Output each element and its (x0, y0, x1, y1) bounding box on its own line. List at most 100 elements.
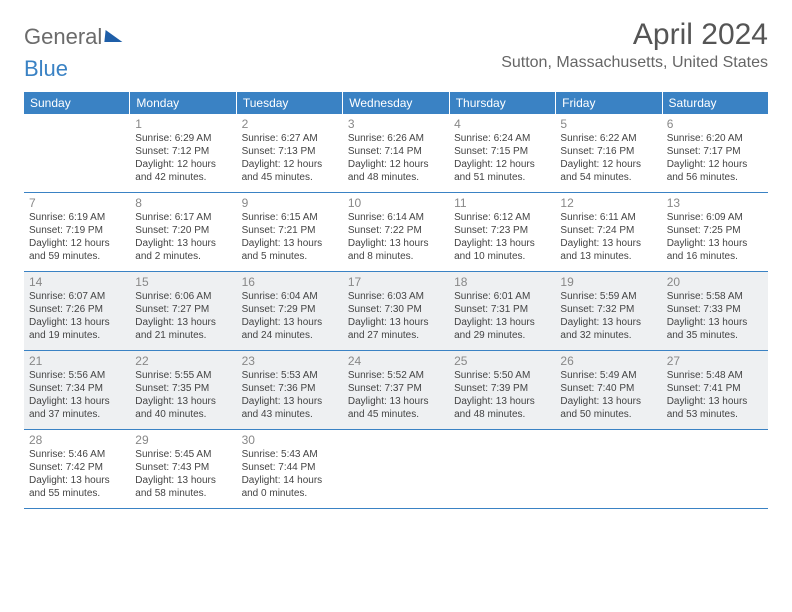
sunrise-text: Sunrise: 6:24 AM (454, 133, 550, 146)
title-block: April 2024 Sutton, Massachusetts, United… (501, 18, 768, 72)
sunset-text: Sunset: 7:19 PM (29, 225, 125, 238)
day-number: 1 (135, 117, 231, 132)
day-cell: 25Sunrise: 5:50 AMSunset: 7:39 PMDayligh… (449, 351, 555, 429)
daylight-text: Daylight: 13 hours and 5 minutes. (242, 238, 338, 264)
day-number: 19 (560, 275, 656, 290)
day-cell: 4Sunrise: 6:24 AMSunset: 7:15 PMDaylight… (449, 114, 555, 192)
sunset-text: Sunset: 7:30 PM (348, 304, 444, 317)
weekday-header-row: Sunday Monday Tuesday Wednesday Thursday… (24, 92, 768, 114)
daylight-text: Daylight: 12 hours and 48 minutes. (348, 159, 444, 185)
sunrise-text: Sunrise: 6:11 AM (560, 212, 656, 225)
sunset-text: Sunset: 7:14 PM (348, 146, 444, 159)
day-number: 13 (667, 196, 763, 211)
week-row: 28Sunrise: 5:46 AMSunset: 7:42 PMDayligh… (24, 430, 768, 509)
daylight-text: Daylight: 13 hours and 32 minutes. (560, 317, 656, 343)
day-cell: 28Sunrise: 5:46 AMSunset: 7:42 PMDayligh… (24, 430, 130, 508)
day-number: 8 (135, 196, 231, 211)
sunset-text: Sunset: 7:37 PM (348, 383, 444, 396)
sunset-text: Sunset: 7:34 PM (29, 383, 125, 396)
sunrise-text: Sunrise: 6:27 AM (242, 133, 338, 146)
sunrise-text: Sunrise: 5:53 AM (242, 370, 338, 383)
weekday-header: Sunday (24, 92, 130, 114)
day-cell: 7Sunrise: 6:19 AMSunset: 7:19 PMDaylight… (24, 193, 130, 271)
weekday-header: Thursday (450, 92, 556, 114)
sunset-text: Sunset: 7:23 PM (454, 225, 550, 238)
day-number: 6 (667, 117, 763, 132)
day-cell: 8Sunrise: 6:17 AMSunset: 7:20 PMDaylight… (130, 193, 236, 271)
daylight-text: Daylight: 12 hours and 54 minutes. (560, 159, 656, 185)
sunset-text: Sunset: 7:36 PM (242, 383, 338, 396)
sunset-text: Sunset: 7:39 PM (454, 383, 550, 396)
sunrise-text: Sunrise: 6:06 AM (135, 291, 231, 304)
day-number: 30 (242, 433, 338, 448)
day-cell: 16Sunrise: 6:04 AMSunset: 7:29 PMDayligh… (237, 272, 343, 350)
daylight-text: Daylight: 13 hours and 58 minutes. (135, 475, 231, 501)
daylight-text: Daylight: 13 hours and 27 minutes. (348, 317, 444, 343)
day-cell (662, 430, 768, 508)
day-cell (343, 430, 449, 508)
day-number: 25 (454, 354, 550, 369)
week-row: 7Sunrise: 6:19 AMSunset: 7:19 PMDaylight… (24, 193, 768, 272)
day-number: 4 (454, 117, 550, 132)
day-cell: 19Sunrise: 5:59 AMSunset: 7:32 PMDayligh… (555, 272, 661, 350)
day-number: 21 (29, 354, 125, 369)
sunset-text: Sunset: 7:22 PM (348, 225, 444, 238)
daylight-text: Daylight: 13 hours and 19 minutes. (29, 317, 125, 343)
day-cell: 1Sunrise: 6:29 AMSunset: 7:12 PMDaylight… (130, 114, 236, 192)
weekday-header: Friday (556, 92, 662, 114)
day-number: 29 (135, 433, 231, 448)
sunset-text: Sunset: 7:12 PM (135, 146, 231, 159)
day-number: 11 (454, 196, 550, 211)
daylight-text: Daylight: 13 hours and 16 minutes. (667, 238, 763, 264)
week-row: 21Sunrise: 5:56 AMSunset: 7:34 PM Dayligh… (24, 351, 768, 430)
weekday-header: Tuesday (237, 92, 343, 114)
day-number: 18 (454, 275, 550, 290)
day-number: 27 (667, 354, 763, 369)
day-number: 2 (242, 117, 338, 132)
sunrise-text: Sunrise: 5:49 AM (560, 370, 656, 383)
daylight-text: Daylight: 13 hours and 35 minutes. (667, 317, 763, 343)
daylight-text: Daylight: 13 hours and 40 minutes. (135, 396, 231, 422)
sunset-text: Sunset: 7:16 PM (560, 146, 656, 159)
sunset-text: Sunset: 7:25 PM (667, 225, 763, 238)
day-cell: 6Sunrise: 6:20 AMSunset: 7:17 PMDaylight… (662, 114, 768, 192)
day-number: 16 (242, 275, 338, 290)
brand-word-1: General (24, 24, 102, 50)
day-cell: 10Sunrise: 6:14 AMSunset: 7:22 PMDayligh… (343, 193, 449, 271)
brand-word-2: Blue (24, 56, 68, 82)
sunrise-text: Sunrise: 6:01 AM (454, 291, 550, 304)
daylight-text: Daylight: 12 hours and 45 minutes. (242, 159, 338, 185)
day-cell: 29Sunrise: 5:45 AMSunset: 7:43 PMDayligh… (130, 430, 236, 508)
day-number: 3 (348, 117, 444, 132)
day-number: 23 (242, 354, 338, 369)
sunrise-text: Sunrise: 5:45 AM (135, 449, 231, 462)
calendar-page: General April 2024 Sutton, Massachusetts… (0, 0, 792, 527)
day-cell: 11Sunrise: 6:12 AMSunset: 7:23 PMDayligh… (449, 193, 555, 271)
sunrise-text: Sunrise: 5:59 AM (560, 291, 656, 304)
weekday-header: Saturday (663, 92, 768, 114)
day-cell: 13Sunrise: 6:09 AMSunset: 7:25 PMDayligh… (662, 193, 768, 271)
week-row: 14Sunrise: 6:07 AMSunset: 7:26 PMDayligh… (24, 272, 768, 351)
daylight-text: Daylight: 13 hours and 50 minutes. (560, 396, 656, 422)
sunrise-text: Sunrise: 6:12 AM (454, 212, 550, 225)
sunrise-text: Sunrise: 6:26 AM (348, 133, 444, 146)
day-cell: 17Sunrise: 6:03 AMSunset: 7:30 PMDayligh… (343, 272, 449, 350)
day-number: 28 (29, 433, 125, 448)
daylight-text: Daylight: 14 hours and 0 minutes. (242, 475, 338, 501)
day-cell: 9Sunrise: 6:15 AMSunset: 7:21 PMDaylight… (237, 193, 343, 271)
day-number: 7 (29, 196, 125, 211)
location-label: Sutton, Massachusetts, United States (501, 54, 768, 72)
sunset-text: Sunset: 7:35 PM (135, 383, 231, 396)
sunset-text: Sunset: 7:41 PM (667, 383, 763, 396)
sunrise-text: Sunrise: 5:56 AM (29, 370, 125, 383)
daylight-text: Daylight: 12 hours and 42 minutes. (135, 159, 231, 185)
day-cell: 21Sunrise: 5:56 AMSunset: 7:34 PMDayligh… (24, 351, 130, 429)
sunrise-text: Sunrise: 5:50 AM (454, 370, 550, 383)
sunset-text: Sunset: 7:21 PM (242, 225, 338, 238)
daylight-text: Daylight: 12 hours and 56 minutes. (667, 159, 763, 185)
sunset-text: Sunset: 7:27 PM (135, 304, 231, 317)
sunset-text: Sunset: 7:43 PM (135, 462, 231, 475)
day-cell: 2Sunrise: 6:27 AMSunset: 7:13 PMDaylight… (237, 114, 343, 192)
calendar-grid: Sunday Monday Tuesday Wednesday Thursday… (24, 92, 768, 509)
day-cell: 15Sunrise: 6:06 AMSunset: 7:27 PMDayligh… (130, 272, 236, 350)
